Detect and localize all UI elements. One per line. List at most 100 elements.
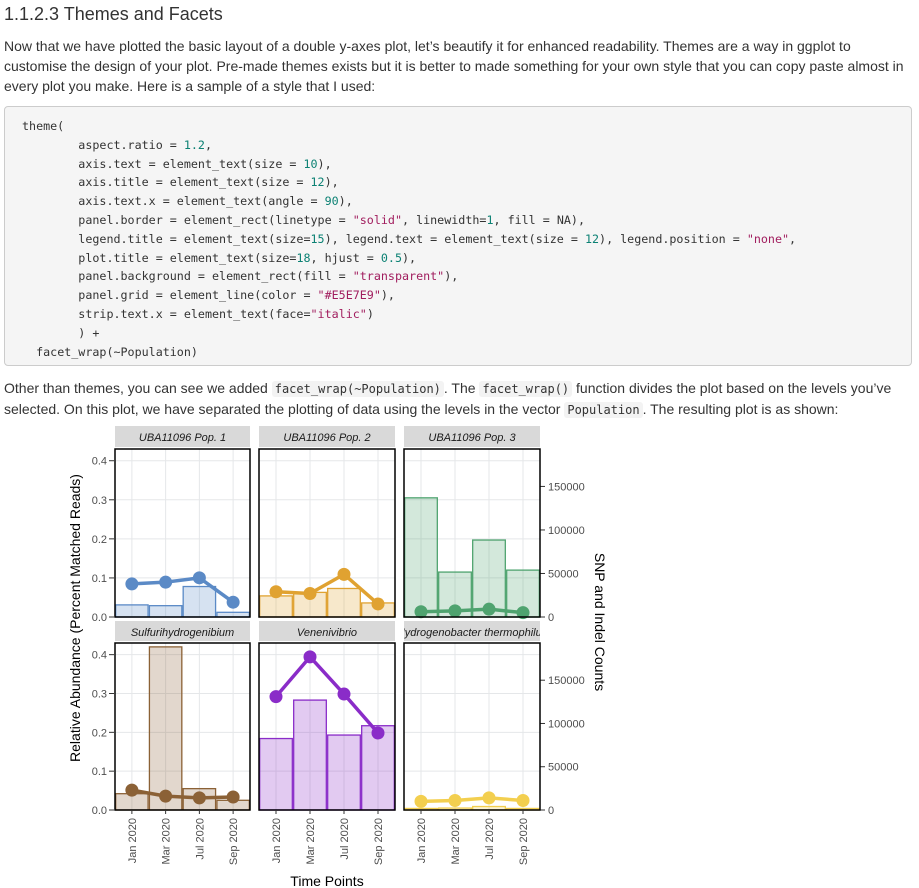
facet-strip-label: Hydrogenobacter thermophilus [397, 627, 548, 639]
x-tick-label: Mar 2020 [161, 818, 173, 864]
section-heading: 1.1.2.3 Themes and Facets [4, 4, 223, 24]
y-axis-title-right: SNP and Indel Counts [592, 553, 608, 691]
data-point [516, 793, 530, 807]
bar [259, 737, 293, 811]
data-point [371, 726, 385, 740]
data-point [159, 575, 173, 589]
data-point [337, 567, 351, 581]
x-tick-label: Mar 2020 [450, 818, 462, 864]
facet-strip [115, 426, 250, 447]
bar [148, 646, 183, 811]
data-point [448, 793, 462, 807]
series-line [420, 607, 524, 615]
data-point [414, 794, 428, 808]
faceted-chart: 0.0 0.1 0.2 0.3 0.4 0 50000 100000 150000 0.0 0.1 0… [67, 426, 608, 888]
facet-strip [404, 426, 540, 447]
bar [327, 734, 361, 811]
x-axis-title: Time Points [290, 873, 363, 888]
bar [182, 585, 217, 618]
x-tick-label: Mar 2020 [305, 818, 317, 864]
x-tick-label: Sep 2020 [373, 818, 385, 865]
y-axis-title-left: Relative Abundance (Percent Matched Read… [67, 474, 83, 762]
inline-code-facet-wrap: facet_wrap(~Population) [271, 381, 444, 397]
data-point [192, 791, 206, 805]
facet-strip-label: UBA11096 Pop. 3 [428, 432, 516, 444]
intro-paragraph: Now that we have plotted the basic layou… [4, 38, 904, 94]
bar [361, 725, 395, 811]
data-point [516, 606, 530, 620]
panel-border [258, 448, 396, 618]
facet-strip-label: UBA11096 Pop. 2 [283, 432, 370, 444]
left-tick-label: 0.0 [92, 805, 107, 817]
left-tick-label: 0.3 [92, 688, 107, 700]
left-tick-label: 0.4 [92, 456, 107, 468]
left-tick-label: 0.1 [92, 766, 107, 778]
x-tick-label: Jan 2020 [416, 818, 428, 863]
bar [148, 605, 183, 618]
inline-code-population: Population [564, 402, 643, 418]
x-tick-label: Jul 2020 [194, 818, 206, 860]
facet-strip [259, 621, 395, 641]
facet-strip-label: Sulfurihydrogenibium [131, 627, 234, 639]
series-line [131, 576, 235, 604]
panel-border [403, 642, 541, 811]
data-point [371, 597, 385, 611]
panel-border [403, 448, 541, 618]
facet-strip [259, 426, 395, 447]
data-point [448, 604, 462, 618]
x-tick-label: Jul 2020 [484, 818, 496, 860]
bar [472, 539, 506, 618]
bar [293, 699, 327, 811]
right-tick-label: 0 [548, 805, 554, 817]
bar [327, 587, 361, 618]
bar [259, 595, 293, 618]
data-point [192, 571, 206, 585]
bar [404, 497, 438, 618]
right-tick-label: 50000 [548, 762, 579, 774]
left-tick-label: 0.4 [92, 650, 107, 662]
x-tick-label: Jan 2020 [127, 818, 139, 863]
data-point [125, 783, 139, 797]
data-point [337, 687, 351, 701]
facet-strip-label: UBA11096 Pop. 1 [139, 432, 226, 444]
x-tick-label: Sep 2020 [228, 818, 240, 865]
series-line [274, 655, 380, 735]
right-tick-label: 100000 [548, 525, 585, 537]
inline-code-function: facet_wrap() [479, 381, 573, 397]
facet-strip [115, 621, 250, 641]
bar [115, 604, 149, 618]
data-point [125, 577, 139, 591]
left-tick-label: 0.3 [92, 495, 107, 507]
data-point [269, 690, 283, 704]
series-line [131, 788, 234, 800]
data-point [414, 605, 428, 619]
code-block: theme( aspect.ratio = 1.2, axis.text = e… [4, 106, 912, 366]
facet-strip-label: Venenivibrio [297, 627, 357, 639]
facet-strip [404, 621, 540, 641]
right-tick-label: 0 [548, 612, 554, 624]
data-point [226, 790, 240, 804]
code-text: theme( aspect.ratio = 1.2, axis.text = e… [22, 119, 797, 359]
panel-border [114, 448, 251, 618]
x-tick-label: Jul 2020 [339, 818, 351, 860]
right-tick-label: 150000 [548, 481, 585, 493]
series-line [420, 796, 524, 804]
x-tick-label: Jan 2020 [271, 818, 283, 863]
data-point [269, 585, 283, 599]
left-tick-label: 0.2 [92, 727, 107, 739]
left-tick-label: 0.2 [92, 534, 107, 546]
right-tick-label: 150000 [548, 675, 585, 687]
left-tick-label: 0.1 [92, 573, 107, 585]
outro-paragraph: Other than themes, you can see we added … [4, 380, 892, 418]
data-point [303, 586, 317, 600]
right-tick-label: 100000 [548, 718, 585, 730]
panel-border [258, 642, 396, 811]
panel-border [114, 642, 251, 811]
series-line [275, 572, 380, 606]
data-point [303, 650, 317, 664]
data-point [226, 595, 240, 609]
x-tick-label: Sep 2020 [518, 818, 530, 865]
data-point [159, 789, 173, 803]
right-tick-label: 50000 [548, 568, 579, 580]
data-point [482, 791, 496, 805]
